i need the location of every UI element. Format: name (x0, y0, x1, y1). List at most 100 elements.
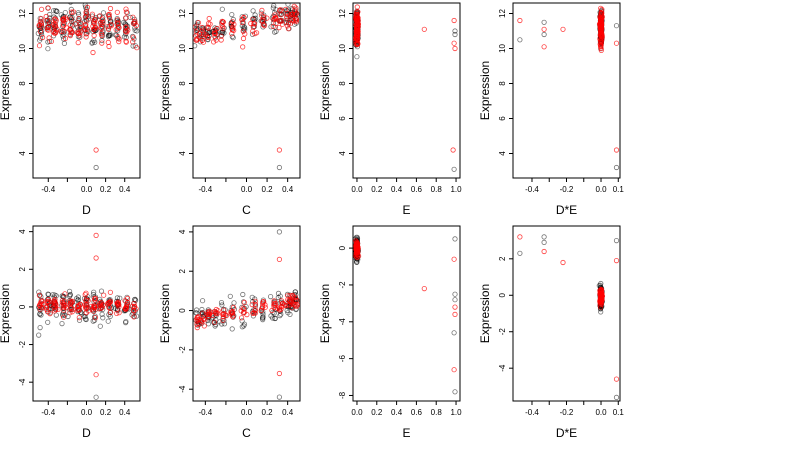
outlier-point (450, 147, 456, 153)
data-point (99, 311, 105, 317)
data-point (240, 28, 246, 34)
x-tick-label: 0.0 (241, 185, 253, 194)
outlier-point (452, 311, 458, 317)
data-point (45, 5, 51, 11)
outlier-point (541, 26, 547, 32)
data-point (229, 31, 235, 37)
x-tick-label: 0.0 (81, 408, 93, 417)
series-black (353, 8, 458, 172)
data-point (259, 7, 265, 13)
data-point (206, 15, 212, 22)
data-point (230, 19, 236, 25)
data-point (258, 307, 264, 314)
data-point (260, 314, 266, 320)
data-point (53, 29, 59, 35)
data-point (598, 5, 604, 11)
data-point (99, 37, 105, 44)
data-point (105, 26, 112, 32)
data-point (37, 324, 43, 331)
data-point (82, 22, 89, 29)
outlier-point (451, 17, 457, 24)
points-group (353, 234, 458, 395)
data-point (240, 291, 246, 298)
data-point (130, 33, 136, 40)
data-point (218, 33, 224, 39)
data-point (260, 21, 266, 28)
data-point (99, 32, 105, 39)
outlier-point (93, 232, 99, 238)
data-point (97, 323, 103, 329)
data-point (75, 303, 81, 310)
data-point (38, 18, 44, 24)
y-tick-label: 4 (18, 229, 27, 234)
data-point (251, 307, 257, 313)
data-point (194, 324, 200, 331)
data-point (231, 21, 237, 27)
data-point (292, 289, 298, 295)
outlier-point (517, 234, 523, 240)
data-point (205, 321, 212, 327)
data-point (106, 299, 112, 306)
data-point (230, 16, 236, 23)
data-point (121, 34, 128, 40)
data-point (261, 22, 267, 29)
x-axis-title: D (82, 203, 91, 217)
data-point (67, 292, 73, 298)
y-tick-label: 10 (178, 44, 187, 53)
x-tick-label: -0.4 (525, 408, 539, 417)
y-tick-label: -4 (498, 364, 507, 372)
data-point (271, 29, 278, 35)
y-tick-label: 6 (18, 116, 27, 121)
data-point (123, 39, 129, 45)
data-point (91, 19, 97, 25)
data-point (89, 39, 95, 45)
x-tick-label: 0.2 (371, 185, 383, 194)
data-point (37, 28, 44, 35)
x-axis-title: D*E (556, 426, 577, 440)
data-point (275, 294, 281, 301)
data-point (285, 3, 291, 7)
outlier-point (93, 372, 99, 378)
y-axis-title: Expression (0, 61, 12, 120)
data-point (45, 46, 51, 52)
data-point (284, 23, 290, 29)
data-point (193, 43, 198, 49)
y-tick-label: 4 (178, 151, 187, 156)
outlier-point (93, 255, 99, 261)
y-tick-label: 4 (498, 151, 507, 156)
data-point (212, 319, 218, 325)
data-point (279, 21, 286, 27)
outlier-point (452, 28, 458, 34)
outlier-point (421, 26, 427, 32)
data-point (62, 10, 68, 16)
outlier-point (613, 394, 620, 400)
x-tick-label: 0.0 (351, 408, 363, 417)
outlier-point (560, 259, 566, 266)
data-point (260, 316, 266, 323)
data-point (230, 310, 236, 316)
data-point (96, 303, 102, 309)
scatter-panel-8: -0.4 -0.2 0.0 0.1 -4 -2 0 2 D*E Expression (478, 225, 624, 440)
data-point (230, 304, 237, 310)
outlier-point (541, 234, 547, 240)
data-point (122, 305, 128, 312)
x-tick-label: -0.2 (560, 185, 574, 194)
x-axis-title: E (402, 426, 410, 440)
data-point (270, 17, 277, 23)
data-point (134, 313, 140, 319)
data-point (98, 288, 105, 294)
data-point (116, 36, 122, 42)
data-point (283, 6, 289, 12)
data-point (59, 298, 66, 304)
data-point (213, 309, 219, 315)
data-point (219, 22, 225, 28)
x-tick-label: 1.0 (450, 185, 462, 194)
outlier-point (421, 285, 427, 292)
x-tick-label: 0.8 (431, 185, 443, 194)
data-point (47, 20, 53, 26)
points-group (35, 3, 140, 171)
data-point (69, 309, 75, 315)
data-point (354, 28, 361, 35)
data-point (50, 8, 57, 14)
y-tick-label: 8 (18, 81, 27, 86)
